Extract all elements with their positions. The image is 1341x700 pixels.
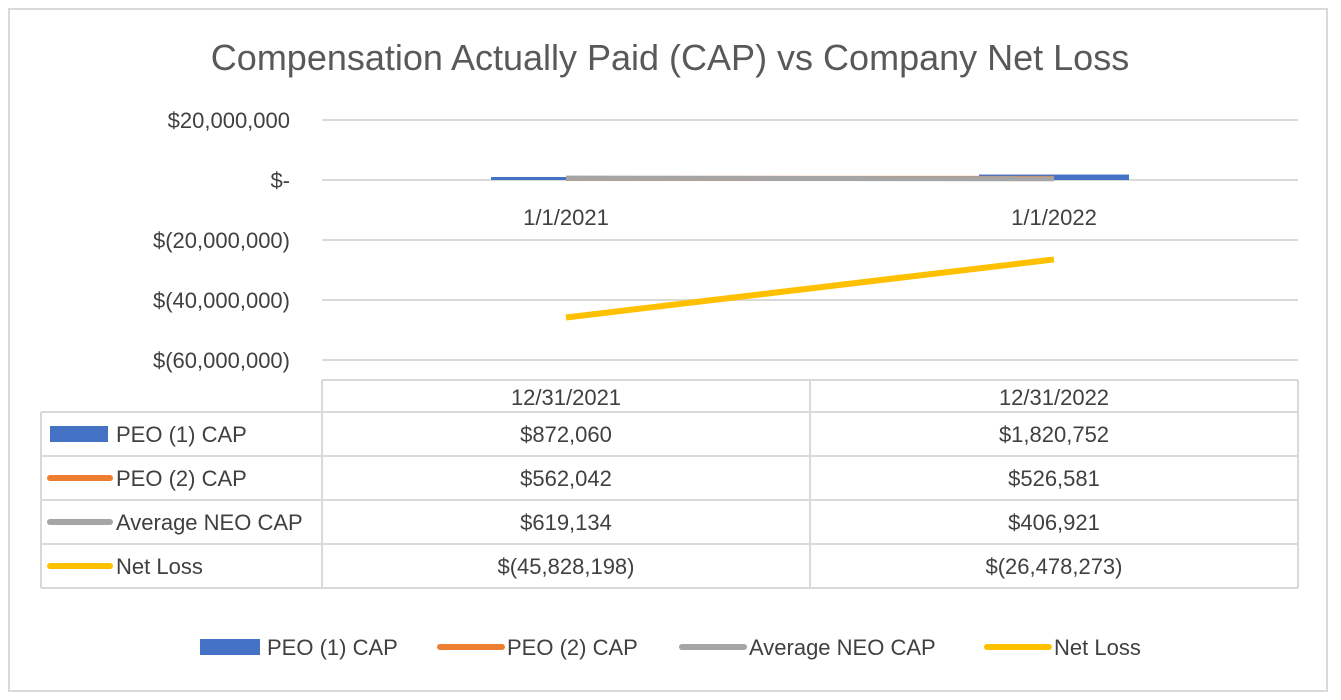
y-tick-label: $20,000,000: [168, 108, 290, 133]
gridlines: [322, 119, 1298, 361]
table-cell: $(45,828,198): [498, 554, 635, 579]
table-header: 12/31/2022: [999, 385, 1109, 410]
table-row-label: PEO (2) CAP: [116, 466, 247, 491]
y-tick-label: $(60,000,000): [153, 348, 290, 373]
y-axis-ticks: $20,000,000 $- $(20,000,000) $(40,000,000) $…: [153, 108, 290, 373]
x-axis-category-labels: 1/1/2021 1/1/2022: [523, 205, 1097, 230]
y-tick-label: $(20,000,000): [153, 228, 290, 253]
chart-frame: [8, 8, 1328, 692]
chart-title: Compensation Actually Paid (CAP) vs Comp…: [211, 37, 1129, 78]
legend-key: [200, 639, 260, 655]
table-row-label: PEO (1) CAP: [116, 422, 247, 447]
table-row-label: Average NEO CAP: [116, 510, 303, 535]
table-cell: $406,921: [1008, 510, 1100, 535]
x-category-label: 1/1/2022: [1011, 205, 1097, 230]
table-cell: $562,042: [520, 466, 612, 491]
table-cell: $1,820,752: [999, 422, 1109, 447]
table-cell: $526,581: [1008, 466, 1100, 491]
series-marks: [491, 174, 1129, 321]
legend-label: Average NEO CAP: [749, 635, 936, 660]
table-cell: $619,134: [520, 510, 612, 535]
table-cell: $872,060: [520, 422, 612, 447]
y-tick-label: $-: [270, 168, 290, 193]
legend-label: PEO (1) CAP: [267, 635, 398, 660]
x-category-label: 1/1/2021: [523, 205, 609, 230]
line-average-neo-cap: [565, 175, 1055, 182]
table-header: 12/31/2021: [511, 385, 621, 410]
table-legend-key: [50, 426, 108, 442]
legend-label: PEO (2) CAP: [507, 635, 638, 660]
data-table: 12/31/2021 12/31/2022 PEO (1) CAP $872,060 $…: [40, 379, 1299, 589]
legend: PEO (1) CAP PEO (2) CAP Average NEO CAP Net…: [200, 635, 1141, 660]
table-row-label: Net Loss: [116, 554, 203, 579]
y-tick-label: $(40,000,000): [153, 288, 290, 313]
legend-label: Net Loss: [1054, 635, 1141, 660]
line-net-loss: [565, 256, 1055, 321]
table-cell: $(26,478,273): [986, 554, 1123, 579]
